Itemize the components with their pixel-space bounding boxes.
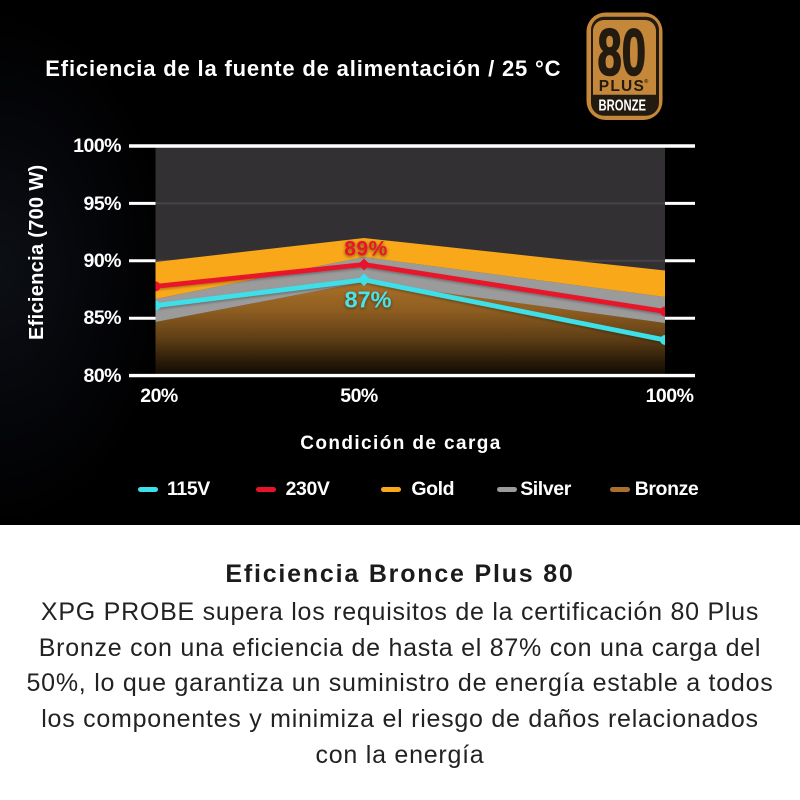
svg-text:89%: 89% bbox=[344, 237, 388, 260]
svg-text:87%: 87% bbox=[344, 287, 391, 313]
svg-text:BRONZE: BRONZE bbox=[599, 98, 647, 115]
svg-text:80: 80 bbox=[597, 15, 646, 89]
svg-text:®: ® bbox=[644, 78, 648, 85]
svg-text:PLUS: PLUS bbox=[599, 78, 644, 95]
